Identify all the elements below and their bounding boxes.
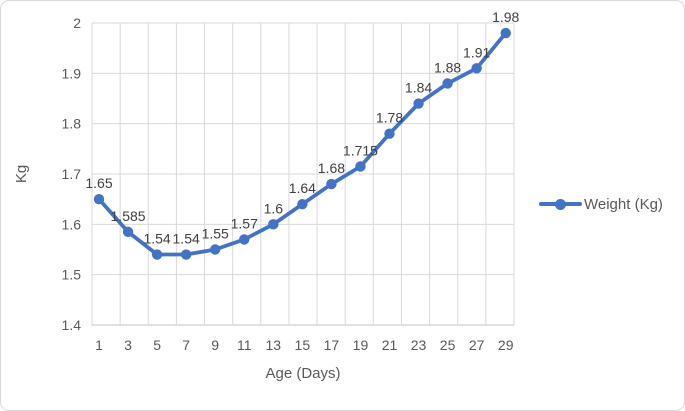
data-point-label: 1.54	[143, 231, 170, 247]
data-point-marker	[500, 27, 511, 39]
data-point-label: 1.715	[343, 142, 378, 158]
x-tick-label: 17	[324, 337, 340, 353]
legend-dot-icon	[555, 198, 566, 210]
x-tick-label: 23	[411, 337, 427, 353]
data-point-marker	[326, 178, 337, 190]
x-tick-label: 25	[440, 337, 456, 353]
x-tick-label: 13	[266, 337, 282, 353]
data-point-marker	[355, 161, 366, 172]
data-point-label: 1.54	[173, 231, 200, 247]
y-tick-label: 1.6	[62, 216, 82, 232]
x-tick-label: 5	[153, 337, 161, 353]
x-tick-label: 27	[469, 337, 485, 353]
data-point-marker	[442, 78, 453, 89]
data-point-label: 1.68	[318, 160, 345, 176]
y-tick-label: 1.8	[62, 116, 82, 132]
y-tick-label: 2	[73, 15, 81, 31]
data-point-marker	[297, 199, 308, 210]
data-point-label: 1.78	[376, 110, 403, 126]
x-tick-label: 21	[382, 337, 398, 353]
y-tick-label: 1.5	[62, 267, 82, 283]
data-point-label: 1.57	[231, 215, 258, 231]
data-point-marker	[268, 219, 279, 230]
data-point-marker	[413, 98, 424, 109]
x-tick-label: 1	[95, 337, 103, 353]
data-point-label: 1.88	[434, 59, 461, 75]
data-point-marker	[239, 234, 250, 245]
y-tick-label: 1.7	[62, 166, 82, 182]
data-point-label: 1.65	[85, 175, 112, 191]
x-tick-label: 11	[237, 337, 252, 353]
data-point-label: 1.585	[111, 208, 146, 224]
data-point-label: 1.98	[492, 9, 519, 25]
data-point-marker	[210, 244, 221, 255]
data-point-label: 1.55	[202, 226, 229, 242]
data-point-marker	[471, 63, 482, 74]
legend-line-marker-icon	[539, 198, 582, 210]
data-point-marker	[384, 128, 395, 139]
x-tick-label: 19	[353, 337, 369, 353]
data-point-marker	[151, 249, 163, 260]
x-axis-title: Age (Days)	[265, 365, 341, 382]
x-tick-label: 29	[498, 337, 514, 353]
x-tick-label: 7	[182, 337, 190, 353]
data-point-label: 1.91	[463, 44, 490, 60]
data-point-label: 1.84	[405, 80, 432, 96]
data-point-label: 1.64	[289, 180, 316, 196]
legend[interactable]: Weight (Kg)	[539, 194, 663, 214]
data-point-marker	[93, 193, 105, 205]
x-tick-label: 15	[295, 337, 311, 353]
data-point-marker	[180, 249, 192, 260]
y-tick-label: 1.9	[62, 65, 82, 81]
x-tick-label: 9	[211, 337, 219, 353]
x-tick-label: 3	[124, 337, 132, 353]
data-point-marker	[122, 226, 134, 238]
data-point-label: 1.6	[264, 200, 284, 216]
legend-series-label: Weight (Kg)	[584, 195, 663, 213]
y-tick-label: 1.4	[62, 317, 82, 333]
